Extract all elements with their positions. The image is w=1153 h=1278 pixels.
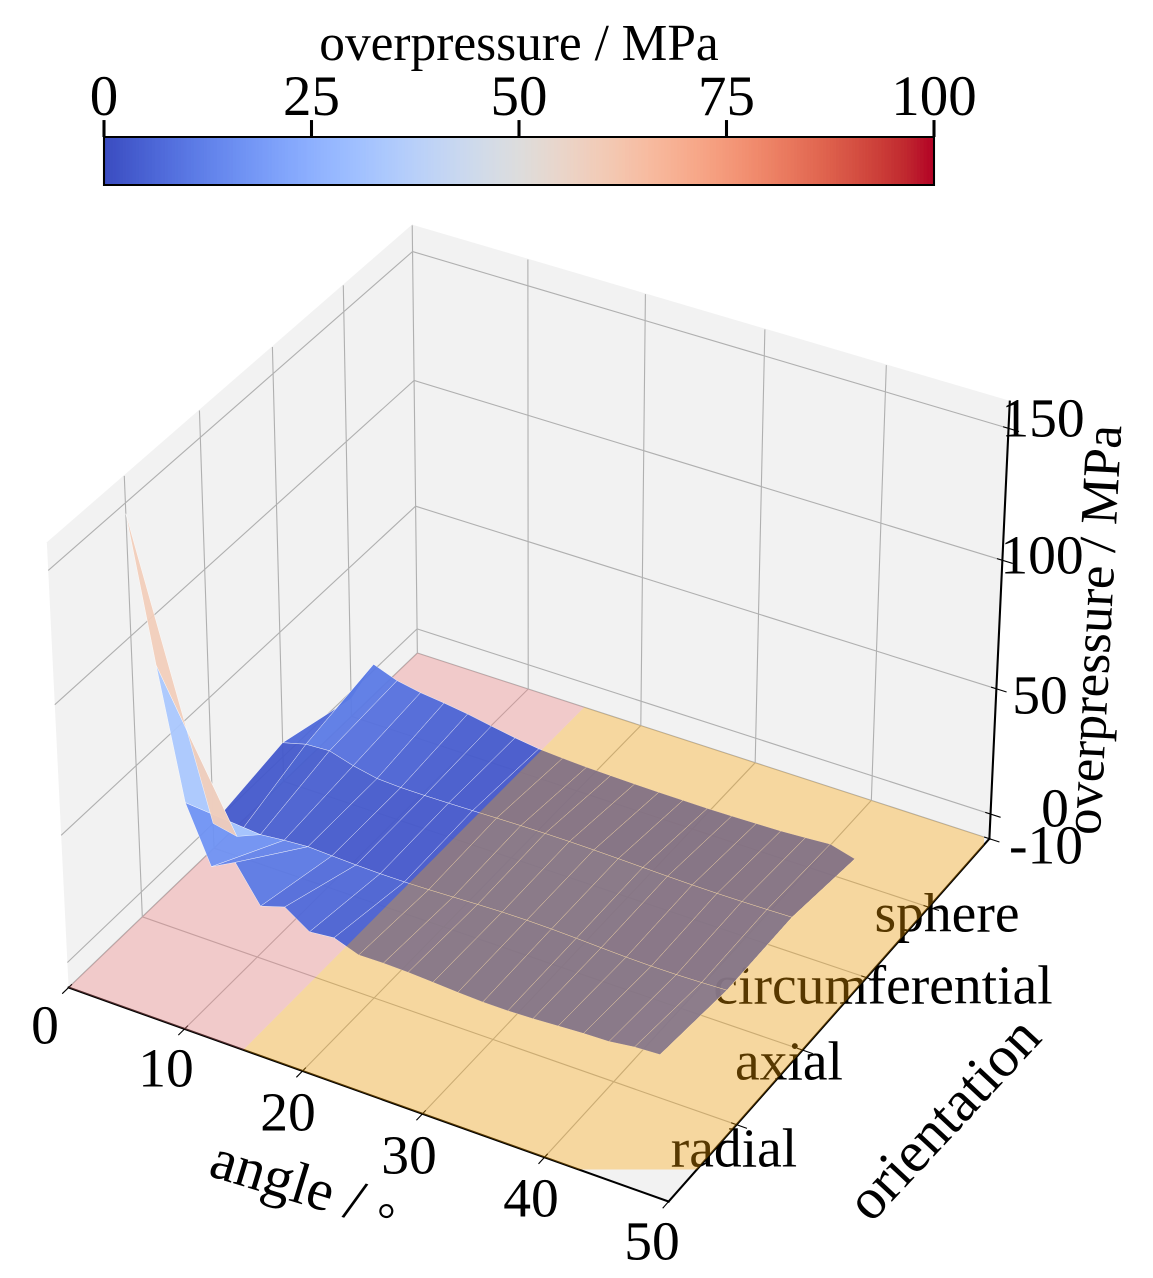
svg-text:100: 100	[891, 65, 976, 128]
svg-text:0: 0	[31, 994, 59, 1056]
svg-text:radial: radial	[671, 1117, 797, 1179]
svg-text:25: 25	[283, 65, 340, 128]
svg-text:circumferential: circumferential	[713, 954, 1052, 1016]
svg-text:30: 30	[381, 1124, 437, 1186]
svg-text:sphere: sphere	[875, 882, 1020, 944]
svg-text:0: 0	[90, 65, 118, 128]
svg-text:axial: axial	[735, 1030, 843, 1092]
svg-text:-10: -10	[1009, 814, 1083, 876]
svg-text:40: 40	[503, 1167, 559, 1229]
svg-text:75: 75	[698, 65, 755, 128]
svg-text:20: 20	[260, 1081, 316, 1143]
svg-text:50: 50	[624, 1210, 680, 1272]
svg-text:100: 100	[1000, 524, 1083, 586]
svg-text:10: 10	[138, 1037, 194, 1099]
svg-text:50: 50	[1012, 664, 1068, 726]
svg-text:0: 0	[1041, 777, 1069, 839]
svg-text:150: 150	[1001, 387, 1084, 449]
svg-text:overpressure / MPa: overpressure / MPa	[319, 15, 719, 72]
svg-text:50: 50	[491, 65, 548, 128]
